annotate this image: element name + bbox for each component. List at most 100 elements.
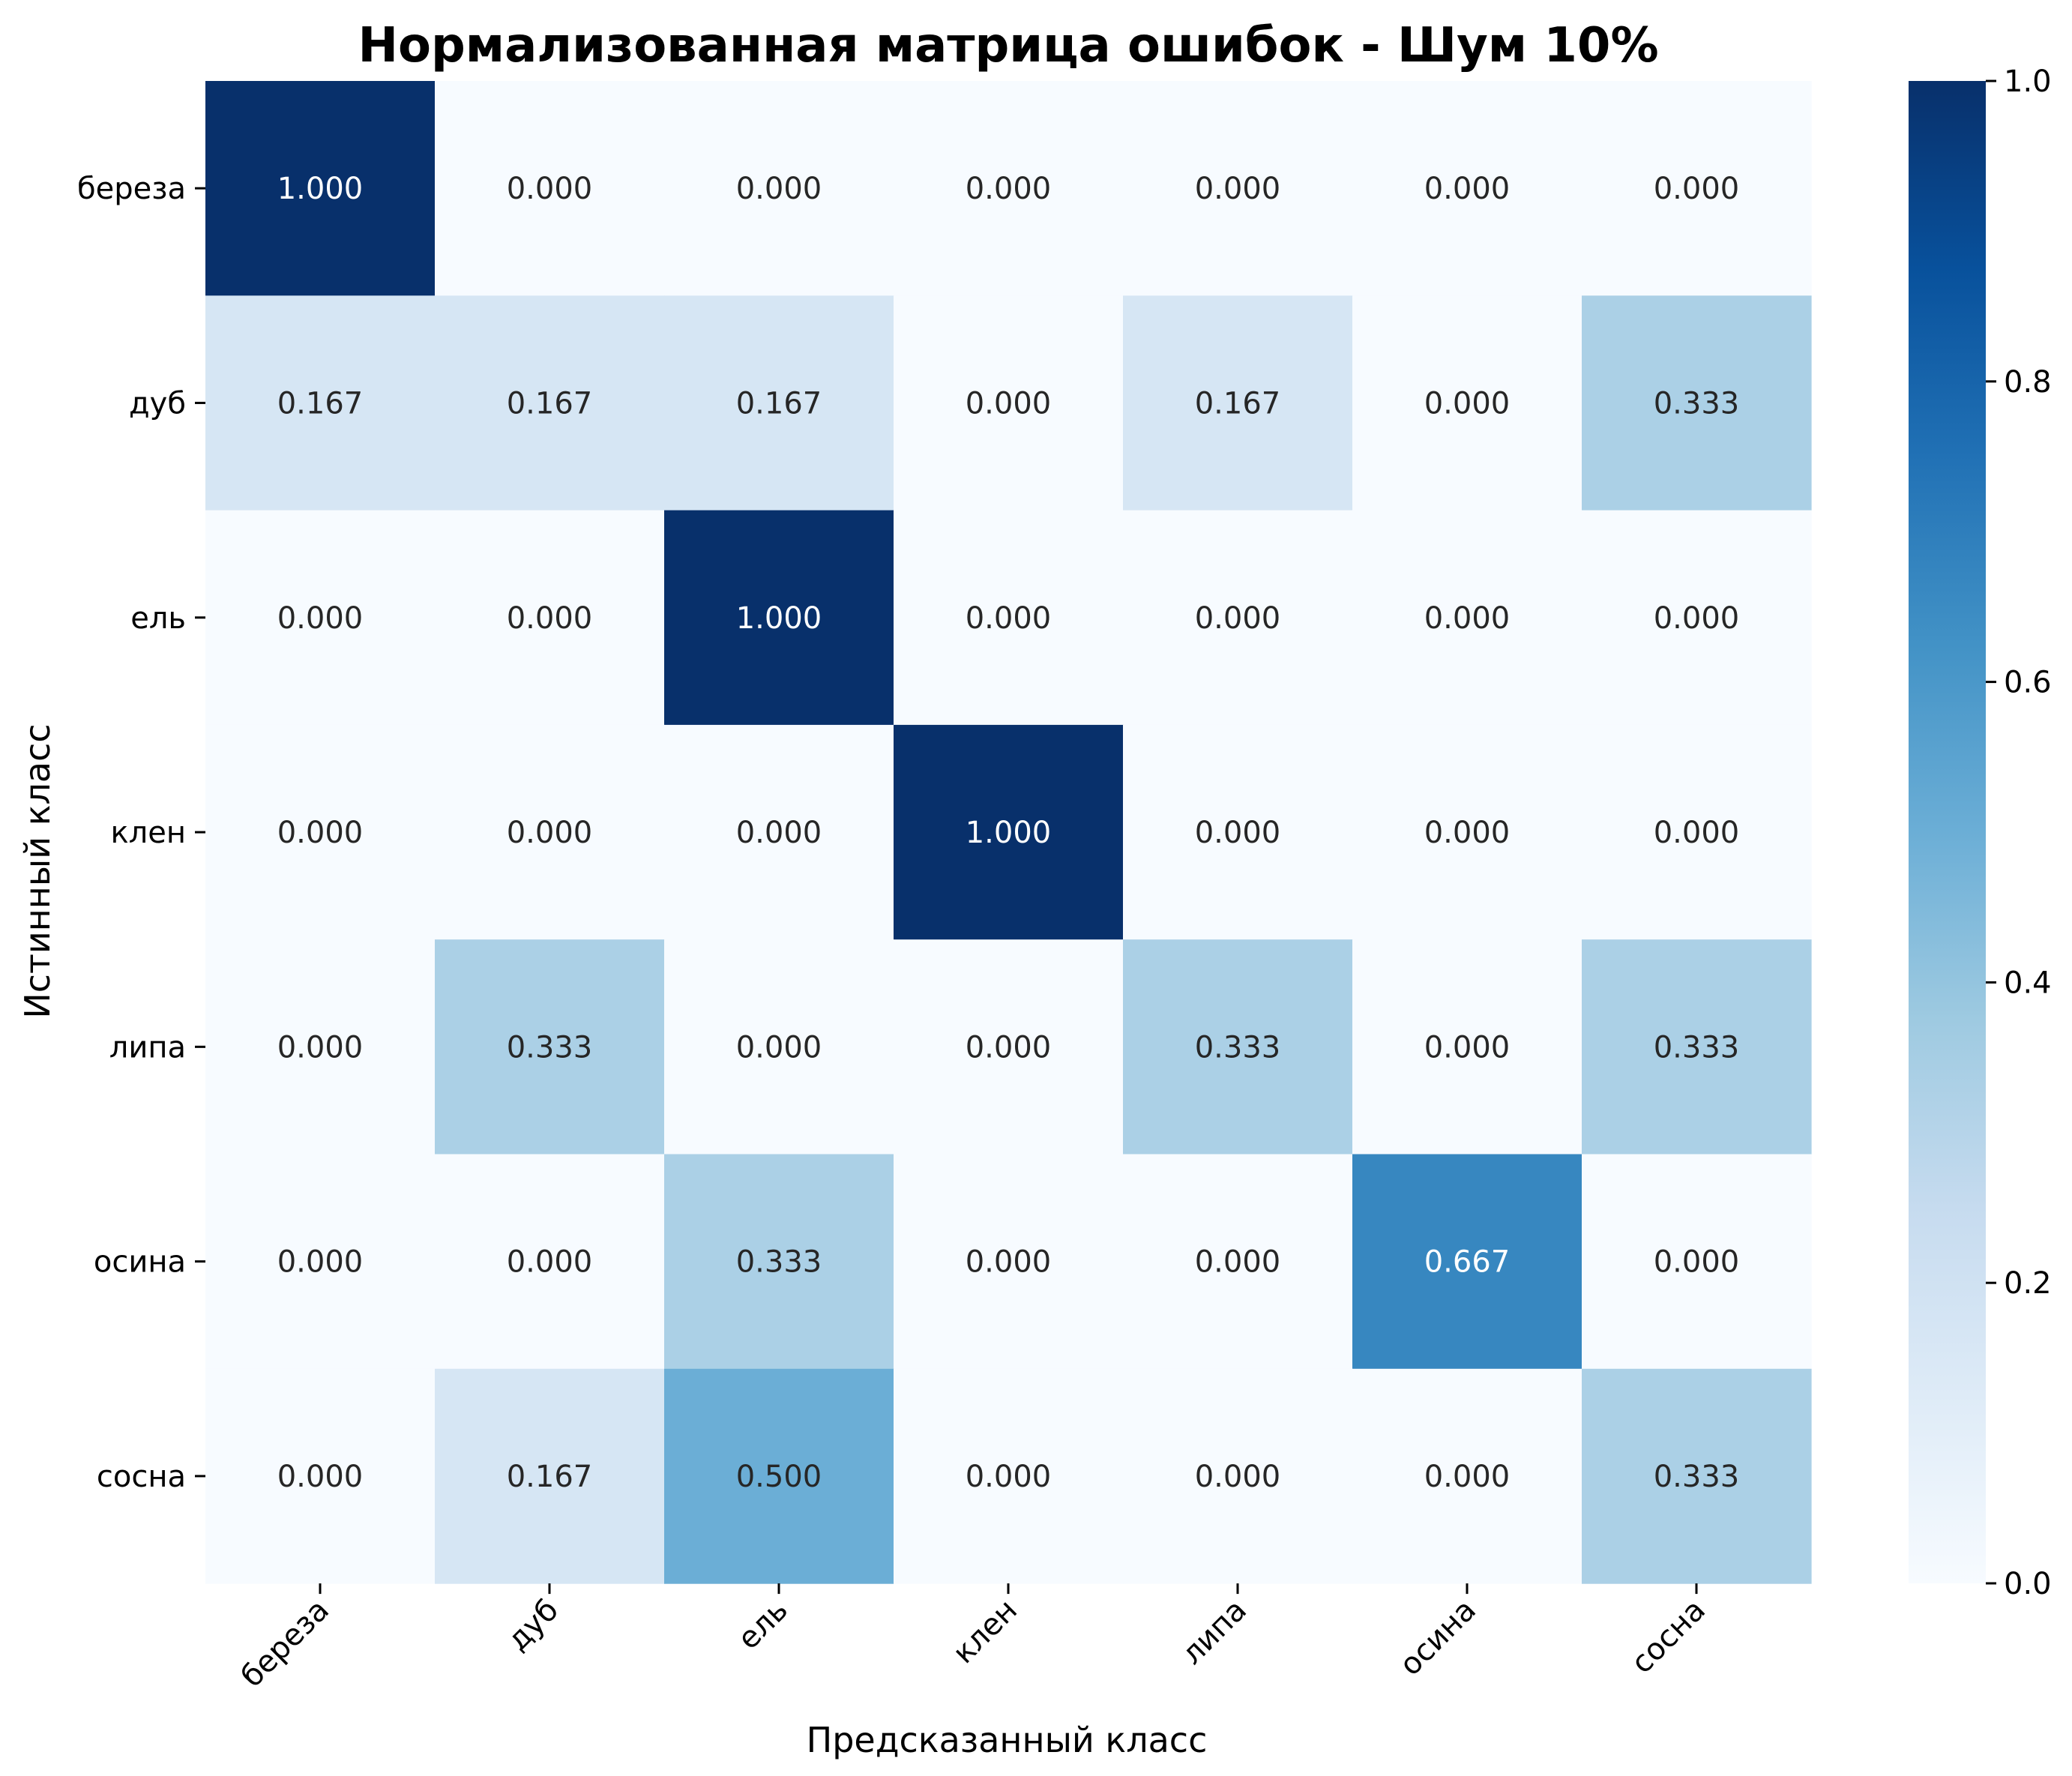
heatmap-cell — [435, 724, 665, 940]
heatmap-cell — [205, 295, 436, 511]
heatmap-cell — [894, 939, 1124, 1155]
cell-value-label: 0.000 — [507, 601, 593, 636]
cell-value-label: 0.000 — [1424, 816, 1511, 850]
heatmap-cell — [894, 81, 1124, 296]
heatmap-cell — [1123, 295, 1353, 511]
x-tick-label: клен — [946, 1593, 1024, 1671]
cell-value-label: 0.167 — [507, 386, 593, 421]
y-tick-label: ель — [130, 601, 186, 636]
cell-value-label: 0.000 — [1654, 172, 1740, 206]
heatmap-cell — [1582, 295, 1812, 511]
x-tick-label: сосна — [1624, 1593, 1712, 1681]
cell-value-label: 0.333 — [507, 1030, 593, 1065]
cell-value-label: 0.000 — [736, 172, 822, 206]
chart-title: Нормализованная матрица ошибок - Шум 10% — [358, 18, 1658, 73]
colorbar-tick-label: 0.2 — [2004, 1266, 2052, 1301]
heatmap-cell — [435, 510, 665, 726]
cell-value-label: 0.000 — [277, 1245, 364, 1280]
y-tick-label: осина — [94, 1245, 186, 1280]
cell-value-label: 1.000 — [736, 601, 822, 636]
cell-value-label: 0.000 — [507, 1245, 593, 1280]
heatmap-cells — [205, 81, 1812, 1584]
colorbar-tick-label: 1.0 — [2004, 64, 2052, 99]
cell-value-label: 0.000 — [1424, 172, 1511, 206]
heatmap-cell — [435, 81, 665, 296]
cell-value-label: 0.000 — [1654, 1245, 1740, 1280]
cell-value-label: 0.000 — [966, 172, 1052, 206]
cell-value-label: 0.000 — [1195, 1460, 1281, 1494]
cell-value-label: 0.000 — [277, 1460, 364, 1494]
heatmap-cell — [664, 939, 894, 1155]
cell-value-label: 0.000 — [1195, 601, 1281, 636]
heatmap-cell — [1123, 81, 1353, 296]
cell-value-label: 0.000 — [966, 1460, 1052, 1494]
heatmap-cell — [1352, 939, 1582, 1155]
heatmap-cell — [1582, 724, 1812, 940]
cell-value-label: 0.000 — [1424, 1030, 1511, 1065]
cell-value-label: 0.000 — [736, 816, 822, 850]
heatmap-cell — [205, 510, 436, 726]
cell-value-label: 0.000 — [1195, 1245, 1281, 1280]
cell-value-label: 0.333 — [736, 1245, 822, 1280]
x-tick-label: дуб — [501, 1593, 565, 1658]
cell-value-label: 0.667 — [1424, 1245, 1511, 1280]
colorbar-tick-label: 0.6 — [2004, 666, 2052, 700]
colorbar-tick-label: 0.0 — [2004, 1567, 2052, 1601]
y-tick-label: клен — [111, 816, 187, 850]
heatmap-cell — [435, 295, 665, 511]
heatmap-cell — [1123, 724, 1353, 940]
heatmap-cell — [205, 724, 436, 940]
heatmap-cell — [664, 295, 894, 511]
cell-value-label: 0.000 — [1424, 601, 1511, 636]
heatmap-cell — [435, 1368, 665, 1584]
cell-value-label: 0.000 — [1654, 601, 1740, 636]
heatmap-cell — [894, 724, 1124, 940]
cell-value-label: 0.333 — [1654, 1460, 1740, 1494]
heatmap-cell — [664, 510, 894, 726]
cell-value-label: 0.333 — [1195, 1030, 1281, 1065]
y-tick-label: сосна — [97, 1460, 186, 1494]
y-tick-label: береза — [77, 172, 186, 206]
heatmap-cell — [894, 1368, 1124, 1584]
heatmap-cell — [1352, 81, 1582, 296]
heatmap-cell — [205, 939, 436, 1155]
cell-value-label: 0.000 — [507, 172, 593, 206]
heatmap-cell — [664, 1154, 894, 1370]
heatmap-cell — [1582, 81, 1812, 296]
heatmap-cell — [1123, 1368, 1353, 1584]
cell-value-label: 0.000 — [277, 816, 364, 850]
heatmap-cell — [435, 1154, 665, 1370]
heatmap-cell — [894, 1154, 1124, 1370]
cell-value-label: 0.000 — [966, 386, 1052, 421]
heatmap-cell — [1582, 1154, 1812, 1370]
x-tick-label: липа — [1175, 1593, 1253, 1672]
x-tick-label: ель — [731, 1593, 795, 1657]
cell-value-label: 0.000 — [1654, 816, 1740, 850]
cell-value-label: 0.000 — [1195, 172, 1281, 206]
cell-value-label: 0.000 — [1424, 386, 1511, 421]
cell-value-label: 1.000 — [277, 172, 364, 206]
y-axis-ticks: береза дуб ель клен липа осина сосна — [77, 172, 205, 1494]
heatmap-cell — [1352, 295, 1582, 511]
heatmap-cell — [1123, 510, 1353, 726]
cell-value-label: 0.000 — [966, 1245, 1052, 1280]
x-tick-label: осина — [1393, 1593, 1483, 1683]
cell-value-label: 0.000 — [736, 1030, 822, 1065]
heatmap-cell — [664, 1368, 894, 1584]
y-axis-label: Истинный класс — [17, 723, 58, 1018]
colorbar-tick-label: 0.4 — [2004, 966, 2052, 1000]
heatmap-cell — [1582, 510, 1812, 726]
colorbar: 0.0 0.2 0.4 0.6 0.8 1.0 — [1909, 64, 2052, 1601]
heatmap-cell — [205, 1154, 436, 1370]
y-tick-label: липа — [109, 1030, 186, 1065]
heatmap-cell-labels: 1.000 0.000 0.000 0.000 0.000 0.000 0.000 0.167… — [277, 172, 1740, 1494]
cell-value-label: 0.333 — [1654, 386, 1740, 421]
cell-value-label: 0.000 — [277, 601, 364, 636]
heatmap-cell — [1582, 939, 1812, 1155]
cell-value-label: 0.167 — [507, 1460, 593, 1494]
cell-value-label: 0.000 — [507, 816, 593, 850]
heatmap-cell — [894, 510, 1124, 726]
colorbar-tick-label: 0.8 — [2004, 365, 2052, 400]
heatmap-cell — [1352, 1368, 1582, 1584]
cell-value-label: 0.500 — [736, 1460, 822, 1494]
